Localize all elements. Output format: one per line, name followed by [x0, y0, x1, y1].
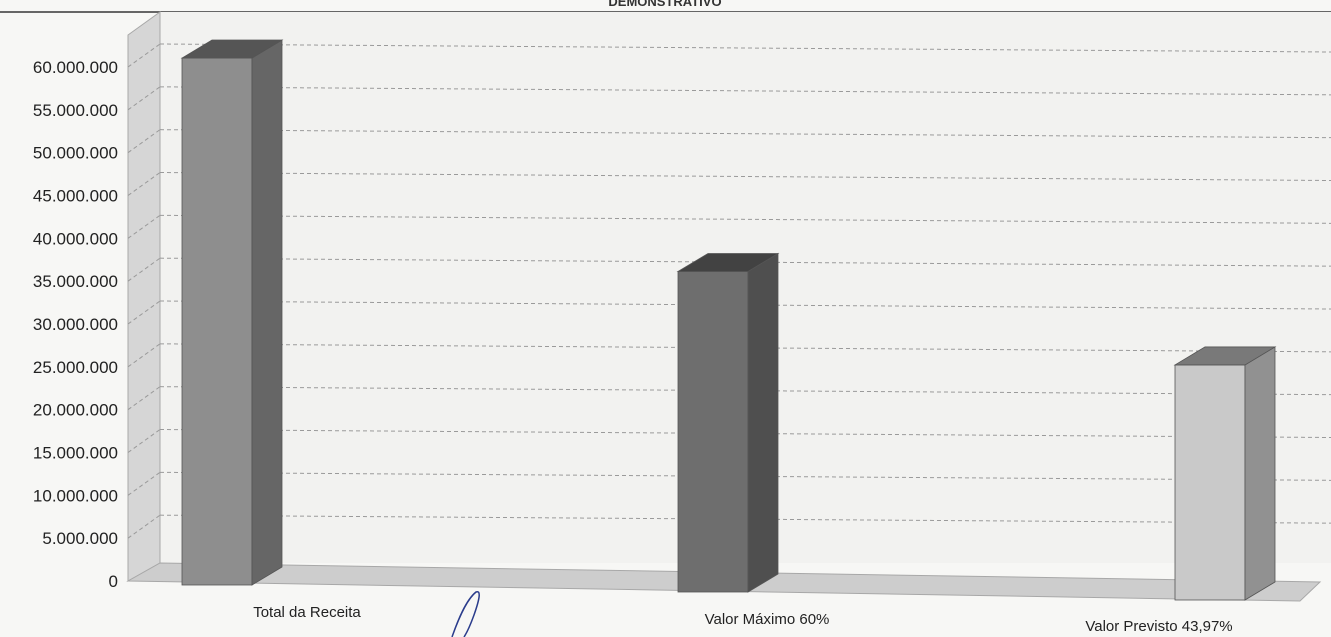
bar: [1173, 346, 1277, 601]
gridline: [159, 86, 1331, 96]
y-tick-label: 50.000.000: [33, 144, 118, 163]
bars: [180, 39, 1277, 601]
gridline: [159, 129, 1331, 139]
bar-front-face: [1174, 364, 1246, 601]
gridline: [159, 43, 1331, 53]
gridline: [159, 429, 1331, 438]
handwritten-pen-mark: [451, 590, 480, 637]
gridline: [159, 172, 1331, 181]
bar-top-face: [676, 253, 780, 272]
bar-front-face: [181, 57, 253, 586]
bar-top-face: [1173, 346, 1277, 366]
gridline: [159, 300, 1331, 310]
y-tick-label: 40.000.000: [33, 229, 118, 248]
y-tick-label: 30.000.000: [33, 315, 118, 334]
y-axis-ticks: 0 5.000.000 10.000.000 15.000.000 20.000.000…: [33, 58, 118, 591]
bar-top-face: [180, 39, 284, 59]
y-tick-label: 10.000.000: [33, 486, 118, 505]
y-tick-label: 0: [109, 572, 118, 591]
x-category-label: Valor Previsto 43,97%: [1085, 618, 1232, 635]
gridline: [159, 471, 1331, 481]
gridline: [159, 257, 1331, 267]
bar-side-face: [1244, 346, 1276, 601]
y-tick-label: 55.000.000: [33, 101, 118, 120]
y-tick-label: 5.000.000: [42, 529, 118, 548]
bar-front-face: [677, 271, 749, 593]
y-tick-label: 35.000.000: [33, 272, 118, 291]
x-category-label: Valor Máximo 60%: [705, 611, 830, 628]
bar: [676, 252, 780, 593]
bar-side-face: [747, 252, 779, 593]
gridline: [159, 343, 1331, 353]
gridline: [159, 514, 1331, 524]
y-tick-label: 25.000.000: [33, 358, 118, 377]
y-tick-label: 15.000.000: [33, 444, 118, 463]
gridlines: [127, 43, 1331, 539]
gridline: [159, 386, 1331, 396]
x-axis-labels: Total da Receita Valor Máximo 60% Valor Pr…: [253, 604, 1232, 635]
y-tick-label: 20.000.000: [33, 401, 118, 420]
bar: [180, 39, 284, 586]
x-category-label: Total da Receita: [253, 604, 361, 621]
chart-title: DEMONSTRATIVO: [608, 0, 721, 9]
bar-side-face: [251, 39, 283, 586]
side-wall: [127, 11, 161, 582]
y-tick-label: 60.000.000: [33, 58, 118, 77]
y-tick-label: 45.000.000: [33, 187, 118, 206]
gridline: [159, 214, 1331, 224]
